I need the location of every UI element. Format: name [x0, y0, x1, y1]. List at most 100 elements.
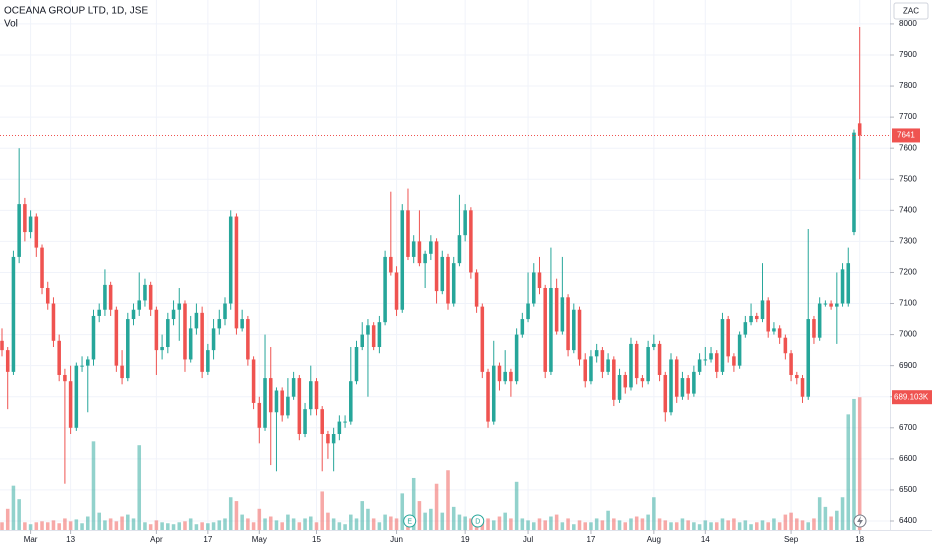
candle-body	[617, 374, 622, 400]
volume-bar	[383, 514, 387, 530]
candle-body	[526, 303, 530, 320]
volume-bar	[51, 520, 56, 530]
volume-bar	[491, 520, 496, 530]
volume-bar	[657, 518, 662, 530]
candle-body	[520, 319, 525, 335]
volume-bar	[754, 522, 759, 530]
volume-bar	[263, 518, 267, 530]
candles	[0, 27, 862, 484]
volume-bar	[566, 518, 570, 530]
volume-bar	[200, 522, 204, 530]
candle-body	[674, 359, 679, 397]
volume-bar	[772, 518, 776, 530]
volume-bar	[0, 522, 4, 530]
volume-bar	[692, 522, 696, 530]
volume-bar	[663, 520, 668, 530]
candle-body	[320, 409, 324, 435]
candle-body	[646, 347, 650, 382]
volume-bar	[280, 522, 284, 530]
volume-bar	[594, 518, 599, 530]
volume-bar	[211, 522, 216, 530]
volume-bar	[114, 521, 119, 530]
chart-title: OCEANA GROUP LTD, 1D, JSE	[4, 6, 148, 17]
y-tick-label: 7700	[899, 112, 917, 121]
candle-body	[326, 434, 330, 444]
candle-body	[246, 319, 250, 360]
x-tick-label: Aug	[647, 535, 661, 544]
volume-bar	[40, 521, 44, 530]
candle-body	[251, 359, 256, 403]
volume-bar	[852, 398, 856, 530]
last-volume-label: 689.103K	[894, 392, 929, 401]
volume-bar	[45, 522, 50, 530]
candle-body	[754, 315, 759, 320]
volume-bar	[97, 512, 101, 530]
volume-bar	[148, 524, 153, 530]
y-tick-label: 7300	[899, 236, 917, 245]
candle-body	[5, 350, 10, 372]
candle-body	[709, 353, 713, 360]
x-tick-label: Apr	[150, 535, 163, 544]
volume-bar	[600, 520, 605, 530]
volume-bar	[457, 514, 462, 530]
y-tick-label: 7100	[899, 299, 917, 308]
x-tick-label: Jul	[523, 535, 533, 544]
volume-bar	[251, 522, 256, 530]
volume-bar	[206, 523, 210, 530]
candle-body	[371, 325, 376, 348]
volume-bar	[520, 518, 525, 530]
candle-body	[148, 284, 153, 310]
candle-body	[583, 359, 588, 382]
candle-body	[0, 340, 4, 351]
volume-bar	[703, 520, 708, 530]
volume-bar	[429, 508, 433, 530]
volume-bar	[840, 497, 845, 530]
candle-body	[537, 272, 542, 288]
volume-bar	[423, 512, 427, 530]
volume-bar	[714, 522, 719, 530]
x-tick-label: 14	[701, 535, 710, 544]
volume-bar	[743, 520, 748, 530]
y-tick-label: 7500	[899, 174, 917, 183]
volume-pane	[0, 397, 862, 530]
volume-bar	[217, 520, 222, 530]
volume-bar	[326, 512, 330, 530]
candle-body	[331, 434, 336, 444]
candle-body	[589, 356, 593, 382]
volume-bar	[286, 514, 290, 530]
volume-bar	[360, 501, 365, 530]
candle-body	[108, 284, 113, 310]
volume-bar	[509, 518, 513, 530]
volume-bar	[91, 441, 96, 530]
volume-bar	[320, 491, 324, 530]
candle-body	[303, 409, 307, 435]
candle-body	[217, 319, 222, 329]
candle-body	[286, 396, 290, 416]
volume-bar	[166, 523, 170, 530]
candle-body	[434, 241, 439, 292]
x-tick-label: 19	[461, 535, 470, 544]
candle-body	[223, 303, 227, 320]
volume-bar	[366, 508, 370, 530]
volume-bar	[274, 520, 279, 530]
currency-box[interactable]	[893, 2, 929, 20]
volume-title: Vol	[4, 19, 18, 30]
x-tick-label: 17	[203, 535, 212, 544]
candle-body	[612, 359, 616, 400]
candle-body	[823, 303, 828, 305]
candle-body	[509, 371, 513, 382]
volume-bar	[126, 514, 130, 530]
volume-bar	[400, 493, 405, 530]
volume-bar	[417, 501, 422, 530]
volume-bar	[817, 497, 822, 530]
candle-body	[354, 347, 359, 382]
candle-body	[560, 297, 565, 332]
candle-body	[743, 322, 748, 335]
volume-bar	[583, 522, 588, 530]
candle-body	[389, 256, 393, 273]
axes: 6400650066006700680069007000710072007300…	[0, 19, 932, 544]
candle-body	[297, 378, 302, 435]
volume-bar	[120, 516, 124, 530]
candle-body	[137, 300, 142, 310]
